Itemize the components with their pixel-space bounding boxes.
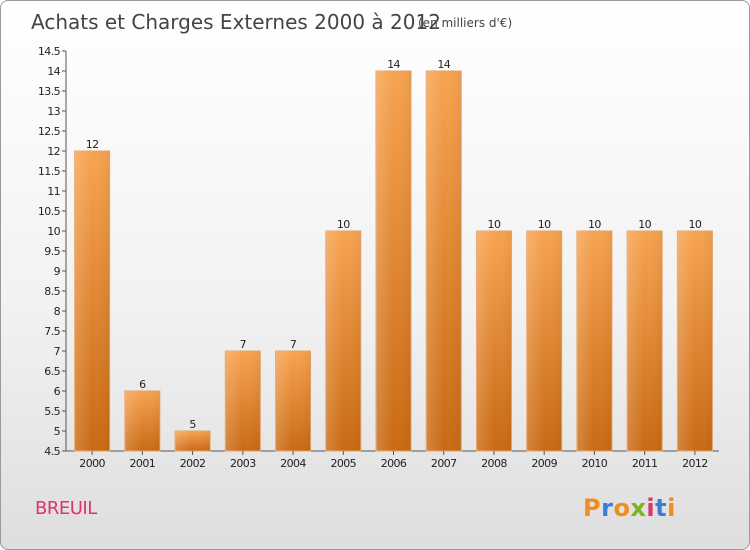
y-tick-label: 14 [47, 65, 60, 78]
logo-letter: i [667, 494, 676, 522]
data-label: 10 [638, 218, 651, 231]
x-tick-label: 2004 [280, 457, 306, 470]
bar-shine [426, 71, 462, 451]
x-tick-label: 2002 [180, 457, 206, 470]
logo-letter: i [646, 494, 655, 522]
data-label: 7 [240, 338, 247, 351]
chart-title: Achats et Charges Externes 2000 à 2012 [31, 10, 441, 34]
y-tick-label: 13 [47, 105, 60, 118]
y-tick-label: 13.5 [38, 85, 61, 98]
bar-shine [74, 151, 110, 451]
y-tick-label: 8 [54, 305, 61, 318]
y-tick-label: 6.5 [44, 365, 60, 378]
y-tick-label: 5 [54, 425, 61, 438]
x-tick-label: 2000 [79, 457, 105, 470]
proxiti-logo: Proxiti [583, 494, 676, 522]
bar-shine [124, 391, 160, 451]
bar-shine [275, 351, 311, 451]
x-tick-label: 2007 [431, 457, 457, 470]
x-tick-label: 2008 [481, 457, 507, 470]
x-tick-label: 2005 [330, 457, 356, 470]
data-label: 14 [437, 58, 450, 71]
bar-shine [476, 231, 512, 451]
y-tick-label: 6 [54, 385, 61, 398]
y-tick-label: 4.5 [44, 445, 60, 458]
y-tick-label: 11 [47, 185, 60, 198]
y-tick-label: 10.5 [38, 205, 61, 218]
data-label: 5 [189, 418, 196, 431]
bar-shine [576, 231, 612, 451]
data-label: 10 [538, 218, 551, 231]
y-tick-label: 12.5 [38, 125, 61, 138]
y-tick-label: 9 [54, 265, 61, 278]
bar-shine [175, 431, 211, 451]
x-tick-label: 2001 [130, 457, 156, 470]
bar-shine [225, 351, 261, 451]
y-tick-label: 14.5 [38, 45, 61, 58]
x-tick-label: 2009 [531, 457, 557, 470]
bar-shine [677, 231, 713, 451]
data-label: 14 [387, 58, 400, 71]
bar-shine [627, 231, 663, 451]
y-tick-label: 8.5 [44, 285, 60, 298]
x-tick-label: 2003 [230, 457, 256, 470]
logo-letter: t [655, 494, 667, 522]
location-name: BREUIL [35, 498, 97, 519]
data-label: 10 [688, 218, 701, 231]
y-tick-label: 5.5 [44, 405, 60, 418]
x-tick-label: 2011 [632, 457, 658, 470]
y-tick-label: 10 [47, 225, 60, 238]
data-label: 12 [86, 138, 99, 151]
data-label: 6 [139, 378, 146, 391]
y-tick-label: 12 [47, 145, 60, 158]
data-label: 10 [337, 218, 350, 231]
bar-shine [325, 231, 361, 451]
y-tick-label: 7 [54, 345, 61, 358]
y-tick-label: 9.5 [44, 245, 60, 258]
y-tick-label: 11.5 [38, 165, 61, 178]
data-label: 10 [488, 218, 501, 231]
x-tick-label: 2012 [682, 457, 708, 470]
data-label: 7 [290, 338, 297, 351]
data-label: 10 [588, 218, 601, 231]
bar-shine [376, 71, 411, 451]
logo-letter: r [601, 494, 613, 522]
logo-letter: P [583, 494, 601, 522]
logo-letter: o [613, 494, 630, 522]
y-tick-label: 7.5 [44, 325, 60, 338]
plot-area: 4.5 5 5.5 6 6.5 7 7.5 8 8.5 9 9.5 10 10.5 11 11.5 12 12.… [38, 45, 719, 470]
logo-letter: x [630, 494, 646, 522]
chart-subtitle: (en milliers d'€) [418, 16, 512, 30]
bar-shine [526, 231, 562, 451]
x-tick-label: 2006 [381, 457, 407, 470]
x-tick-label: 2010 [582, 457, 608, 470]
